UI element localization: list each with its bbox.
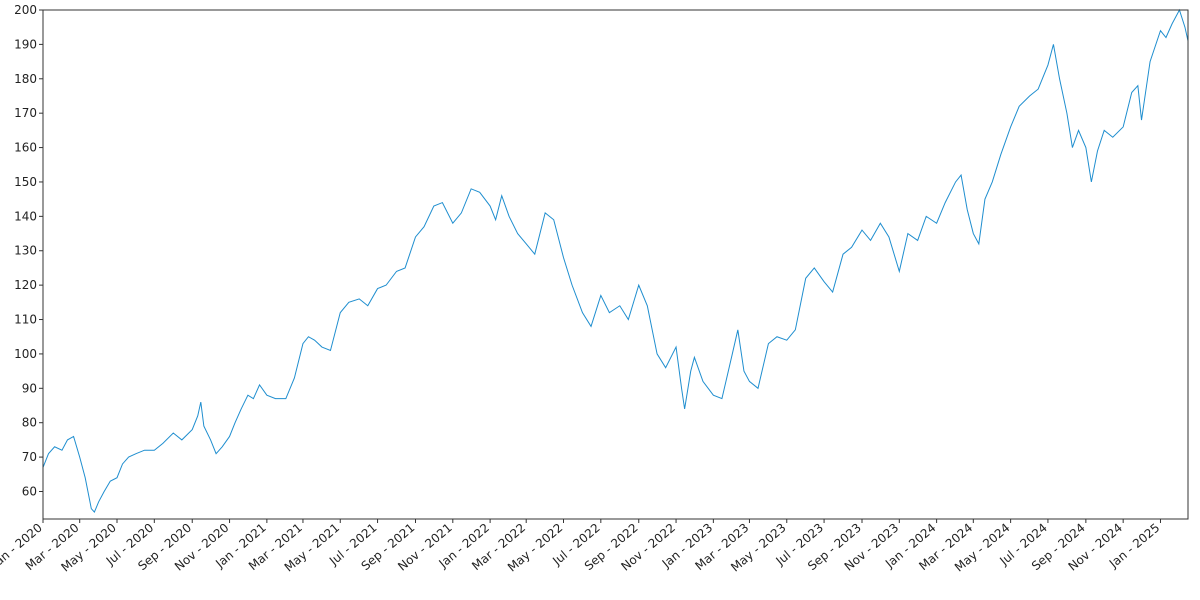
y-axis: 60 70 80 90 100 110 120 130 140 150 160 170 180 190 20…	[14, 3, 43, 498]
y-tick-label: 70	[22, 450, 37, 464]
y-tick-label: 190	[14, 37, 37, 51]
y-tick-label: 180	[14, 72, 37, 86]
y-tick-label: 140	[14, 209, 37, 223]
y-tick-label: 60	[22, 484, 37, 498]
y-tick-label: 170	[14, 106, 37, 120]
y-tick-label: 110	[14, 313, 37, 327]
plot-frame	[42, 9, 1189, 520]
series-line	[42, 8, 1189, 514]
y-tick-label: 150	[14, 175, 37, 189]
y-tick-label: 120	[14, 278, 37, 292]
y-tick-label: 130	[14, 244, 37, 258]
y-tick-label: 90	[22, 381, 37, 395]
y-tick-label: 100	[14, 347, 37, 361]
y-tick-label: 160	[14, 141, 37, 155]
y-tick-label: 200	[14, 3, 37, 17]
y-tick-label: 80	[22, 416, 37, 430]
